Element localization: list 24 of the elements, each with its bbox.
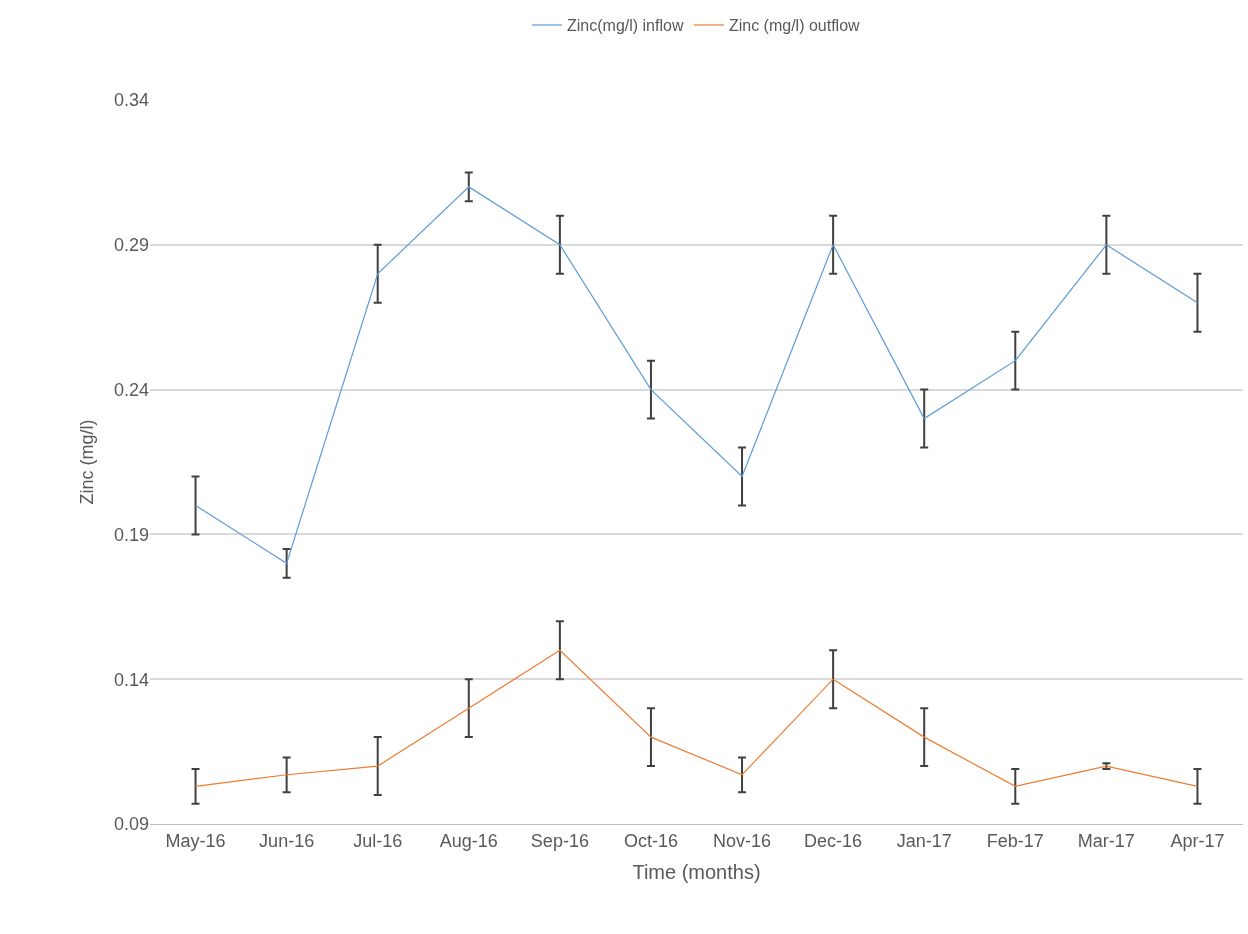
x-tick-label: Oct-16 bbox=[623, 830, 678, 851]
x-tick-label: Dec-16 bbox=[804, 830, 863, 851]
x-tick-label: Mar-17 bbox=[1077, 830, 1135, 851]
line-series bbox=[194, 649, 1199, 787]
y-tick-label: 0.14 bbox=[113, 669, 149, 690]
y-tick-label: 0.29 bbox=[113, 235, 149, 256]
y-tick-label: 0.34 bbox=[113, 90, 149, 111]
y-tick-label: 0.09 bbox=[113, 814, 149, 835]
line-series bbox=[194, 186, 1199, 564]
x-axis-title: Time (months) bbox=[632, 861, 761, 884]
legend-label: Zinc (mg/l) outflow bbox=[728, 17, 861, 35]
x-tick-label: Aug-16 bbox=[439, 830, 498, 851]
x-tick-label: May-16 bbox=[165, 830, 226, 851]
x-tick-label: Feb-17 bbox=[986, 830, 1044, 851]
x-tick-label: Sep-16 bbox=[530, 830, 589, 851]
x-tick-label: Apr-17 bbox=[1170, 830, 1225, 851]
legend-label: Zinc(mg/l) inflow bbox=[567, 17, 684, 35]
y-tick-label: 0.24 bbox=[113, 379, 149, 400]
y-tick-label: 0.19 bbox=[113, 524, 149, 545]
x-tick-label: Jun-16 bbox=[259, 830, 315, 851]
x-tick-label: Jul-16 bbox=[353, 830, 403, 851]
x-tick-label: Nov-16 bbox=[713, 830, 772, 851]
y-axis-title: Zinc (mg/l) bbox=[77, 419, 98, 505]
x-tick-label: Jan-17 bbox=[896, 830, 952, 851]
